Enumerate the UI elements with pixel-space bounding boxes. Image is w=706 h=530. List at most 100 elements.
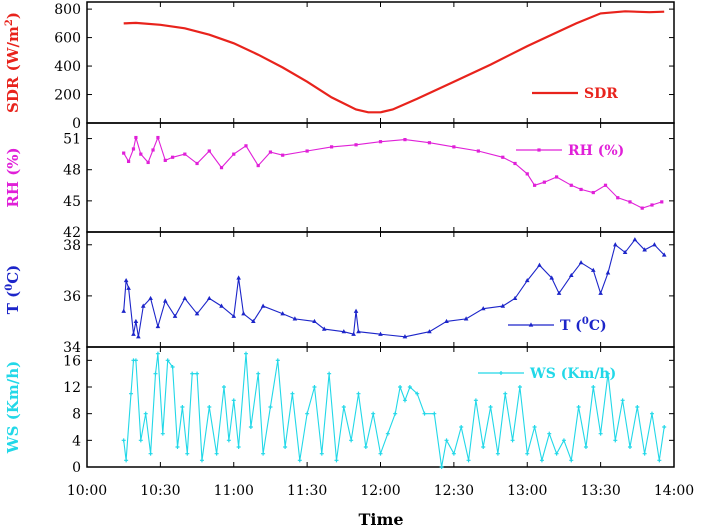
ws-data-point <box>190 371 195 376</box>
t-data-point <box>155 323 161 329</box>
t-ytick-label: 38 <box>63 238 81 254</box>
rh-data-point <box>207 149 211 153</box>
rh-data-point <box>525 172 529 176</box>
rh-ytick-label: 51 <box>63 132 81 148</box>
ws-data-point <box>554 451 559 456</box>
ws-data-point <box>466 458 471 463</box>
ws-data-point <box>613 438 618 443</box>
ws-data-point <box>283 445 288 449</box>
t-data-point <box>642 247 647 252</box>
ws-data-point <box>214 451 219 456</box>
ws-data-point <box>539 458 544 463</box>
rh-y-axis-title: RH (%) <box>4 147 22 207</box>
rh-data-point <box>151 148 155 152</box>
ws-data-point <box>243 351 248 356</box>
ws-data-point <box>591 385 596 389</box>
rh-data-point <box>616 196 620 200</box>
rh-data-point <box>281 153 285 157</box>
ws-ytick-label: 16 <box>63 353 81 369</box>
ws-data-point <box>525 451 530 456</box>
ws-data-point <box>481 445 486 449</box>
t-data-point <box>500 303 506 308</box>
ws-data-point <box>261 451 266 456</box>
ws-data-point <box>393 411 398 416</box>
rh-data-point <box>513 161 517 166</box>
t-data-point <box>353 308 359 313</box>
t-data-point <box>140 303 146 308</box>
ws-data-point <box>199 458 204 463</box>
t-data-point <box>172 313 178 318</box>
t-legend-label: T (0C) <box>560 316 607 334</box>
ws-data-point <box>510 438 515 443</box>
ws-data-point <box>138 438 143 443</box>
t-data-point <box>622 249 628 255</box>
rh-data-point <box>268 150 273 154</box>
rh-data-point <box>232 152 236 156</box>
t-ytick-label: 36 <box>63 289 81 305</box>
t-data-point <box>605 270 611 275</box>
rh-ytick-label: 42 <box>63 225 81 241</box>
ws-data-point <box>547 431 552 436</box>
rh-ytick-label: 48 <box>63 163 81 179</box>
ws-data-point <box>451 451 456 456</box>
ws-data-point <box>444 438 449 443</box>
rh-data-point <box>305 149 309 153</box>
ws-data-point <box>290 391 295 396</box>
x-tick-label: 10:00 <box>67 483 107 499</box>
rh-data-point <box>532 183 537 187</box>
rh-ytick-label: 45 <box>63 194 81 210</box>
rh-data-point <box>378 140 383 144</box>
ws-data-point <box>195 371 200 376</box>
ws-data-point <box>583 445 588 449</box>
rh-data-point <box>427 141 432 145</box>
panel-t-frame <box>86 231 675 348</box>
rh-data-point <box>591 190 595 195</box>
t-data-point <box>427 329 432 334</box>
t-data-point <box>182 295 188 301</box>
sdr-ytick-label: 600 <box>54 31 81 47</box>
x-tick-label: 13:30 <box>580 483 620 499</box>
rh-data-point <box>476 149 480 153</box>
t-data-point <box>568 272 574 278</box>
t-ytick-label: 34 <box>63 340 81 356</box>
rh-data-point <box>122 151 126 155</box>
panel-rh-frame <box>86 122 675 233</box>
x-tick-label: 12:30 <box>434 483 474 499</box>
ws-data-point <box>275 358 280 363</box>
x-tick-label: 14:00 <box>654 483 694 499</box>
t-y-axis-title: T (0C) <box>4 265 22 315</box>
x-tick-label: 11:00 <box>214 483 254 499</box>
ws-data-point <box>635 405 640 409</box>
t-data-point <box>524 277 530 283</box>
rh-data-point <box>660 200 664 204</box>
ws-data-point <box>305 411 310 416</box>
ws-data-point <box>415 391 420 396</box>
ws-data-point <box>627 445 632 449</box>
x-tick-label: 10:30 <box>140 483 180 499</box>
ws-data-point <box>155 351 160 356</box>
rh-data-point <box>555 175 559 179</box>
ws-data-point <box>221 385 226 389</box>
t-data-point <box>356 329 361 334</box>
rh-data-point <box>171 155 175 159</box>
t-data-point <box>133 318 139 324</box>
t-data-point <box>652 242 657 247</box>
x-tick-label: 13:00 <box>507 483 547 499</box>
rh-data-point <box>628 200 632 204</box>
rh-legend-label: RH (%) <box>568 143 624 159</box>
ws-data-point <box>124 458 129 463</box>
t-data-point <box>312 318 317 324</box>
t-data-point <box>351 331 356 336</box>
t-data-point <box>136 334 141 339</box>
ws-data-point <box>569 458 574 463</box>
rh-data-point <box>146 160 150 165</box>
t-data-point <box>590 267 596 272</box>
rh-data-point <box>134 135 138 140</box>
x-axis-label: Time <box>358 510 403 529</box>
ws-data-point <box>170 365 175 369</box>
t-data-point <box>121 308 126 313</box>
ws-data-point <box>256 371 261 376</box>
ws-data-point <box>153 371 158 376</box>
t-data-point <box>131 331 136 336</box>
